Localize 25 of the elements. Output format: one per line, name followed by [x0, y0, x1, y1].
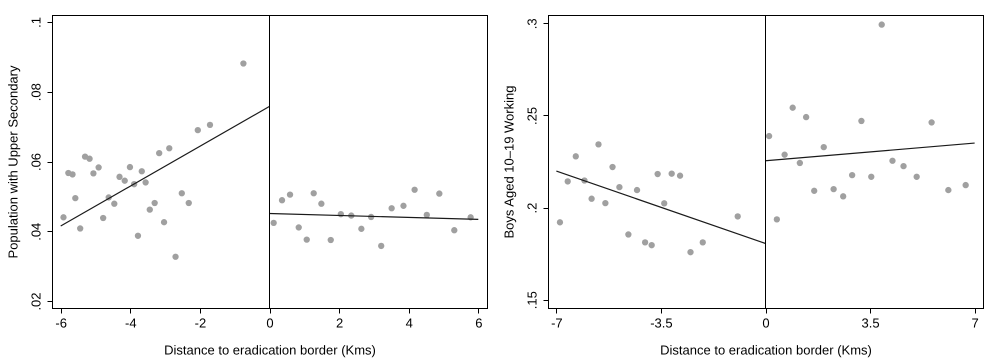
- x-axis-title: Distance to eradication border (Kms): [164, 342, 376, 358]
- y-tick-label: .08: [28, 83, 44, 102]
- x-tick-label: -6: [55, 316, 67, 330]
- y-tick-label: .02: [28, 292, 44, 311]
- x-tick-label: 3.5: [862, 316, 880, 330]
- x-tick-label: -3.5: [650, 316, 673, 330]
- x-tick-label: 0: [762, 316, 770, 330]
- y-tick-label: .06: [28, 152, 44, 172]
- x-tick-label: 4: [406, 316, 413, 330]
- x-tick-label: 6: [475, 316, 482, 330]
- x-axis-title: Distance to eradication border (Kms): [660, 342, 872, 358]
- x-tick-label: -2: [194, 316, 206, 330]
- y-tick-label: .2: [524, 202, 540, 214]
- x-tick-label: 2: [336, 316, 344, 330]
- x-tick-label: 0: [266, 316, 274, 330]
- x-tick-label: -4: [125, 316, 137, 330]
- y-tick-label: .1: [28, 17, 44, 28]
- y-axis-title: Population with Upper Secondary: [6, 65, 20, 258]
- y-axis-title: Boys Aged 10–19 Working: [502, 86, 516, 238]
- y-tick-label: .3: [524, 18, 540, 30]
- y-tick-label: .15: [524, 291, 540, 310]
- y-tick-label: .25: [524, 106, 540, 125]
- x-tick-label: -7: [551, 316, 563, 330]
- y-tick-label: .04: [28, 222, 44, 241]
- x-tick-label: 7: [972, 316, 979, 330]
